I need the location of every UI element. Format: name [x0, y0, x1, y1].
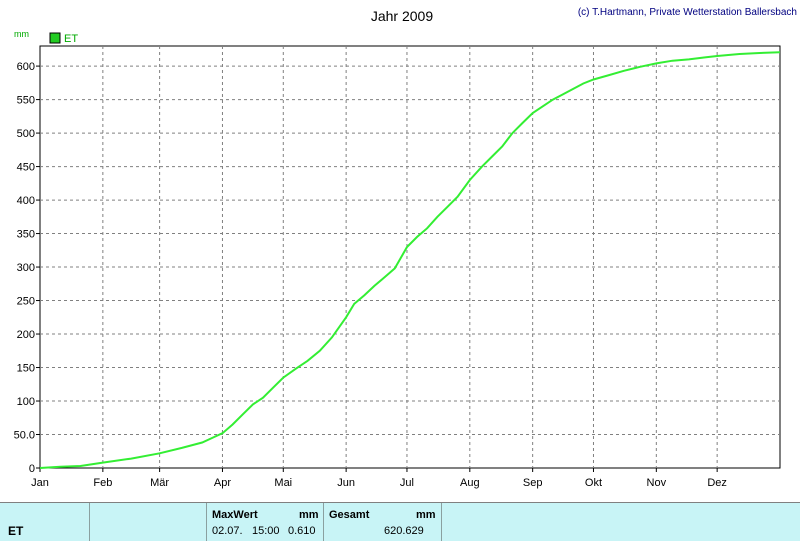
- copyright-text: (c) T.Hartmann, Private Wetterstation Ba…: [578, 7, 797, 18]
- x-tick-label: Aug: [460, 477, 480, 489]
- y-tick-label: 550: [17, 95, 35, 107]
- x-tick-label: Jan: [31, 477, 49, 489]
- maxwert-unit: mm: [299, 509, 319, 521]
- legend-swatch-et: [49, 32, 61, 44]
- info-gesamt-cell: Gesamt mm 620.629: [324, 503, 442, 541]
- y-axis-unit: mm: [14, 29, 29, 39]
- y-tick-label: 500: [17, 128, 35, 140]
- maxwert-time: 15:00: [252, 525, 280, 537]
- plot-frame: [39, 45, 781, 469]
- x-tick-label: Mär: [150, 477, 169, 489]
- x-tick-label: Dez: [707, 477, 727, 489]
- y-tick-label: 300: [17, 262, 35, 274]
- grid-lines: [40, 46, 780, 468]
- legend-label-et: ET: [64, 33, 78, 45]
- info-maxwert-cell: MaxWert mm 02.07. 15:00 0.610: [207, 503, 324, 541]
- x-tick-label: Apr: [214, 477, 231, 489]
- x-tick-label: Feb: [93, 477, 112, 489]
- y-tick-label: 100: [17, 396, 35, 408]
- gesamt-value: 620.629: [384, 525, 424, 537]
- y-tick-label: 350: [17, 229, 35, 241]
- y-tick-label: 450: [17, 162, 35, 174]
- y-tick-label: 0: [29, 463, 35, 475]
- x-tick-label: Sep: [523, 477, 543, 489]
- chart-title: Jahr 2009: [371, 8, 433, 24]
- y-tick-label: 200: [17, 329, 35, 341]
- y-tick-label: 600: [17, 61, 35, 73]
- x-axis-ticks: Jan Feb Mär Apr Mai Jun Jul Aug Sep Okt Nov Dez: [31, 468, 727, 489]
- maxwert-date: 02.07.: [212, 525, 243, 537]
- x-tick-label: Mai: [274, 477, 292, 489]
- x-tick-label: Nov: [647, 477, 667, 489]
- series-line-et: [39, 51, 781, 469]
- chart-area: Jahr 2009 (c) T.Hartmann, Private Wetter…: [14, 7, 797, 489]
- maxwert-label: MaxWert: [212, 509, 258, 521]
- info-empty-cell: [90, 503, 207, 541]
- x-tick-label: Okt: [585, 477, 602, 489]
- y-tick-label: 400: [17, 195, 35, 207]
- x-tick-label: Jul: [400, 477, 414, 489]
- y-tick-label: 150: [17, 363, 35, 375]
- gesamt-unit: mm: [416, 509, 436, 521]
- y-axis-ticks: 0 50.0 100 150 200 250 300 350 400 450 500 550 600: [14, 61, 40, 475]
- maxwert-value: 0.610: [288, 525, 316, 537]
- y-tick-label: 50.0: [14, 430, 35, 442]
- x-tick-label: Jun: [337, 477, 355, 489]
- info-series-name: ET: [8, 524, 24, 538]
- info-series-cell: ET: [0, 503, 90, 541]
- y-tick-label: 250: [17, 296, 35, 308]
- gesamt-label: Gesamt: [329, 509, 370, 521]
- info-panel: ET MaxWert mm 02.07. 15:00 0.610 Gesamt …: [0, 502, 800, 541]
